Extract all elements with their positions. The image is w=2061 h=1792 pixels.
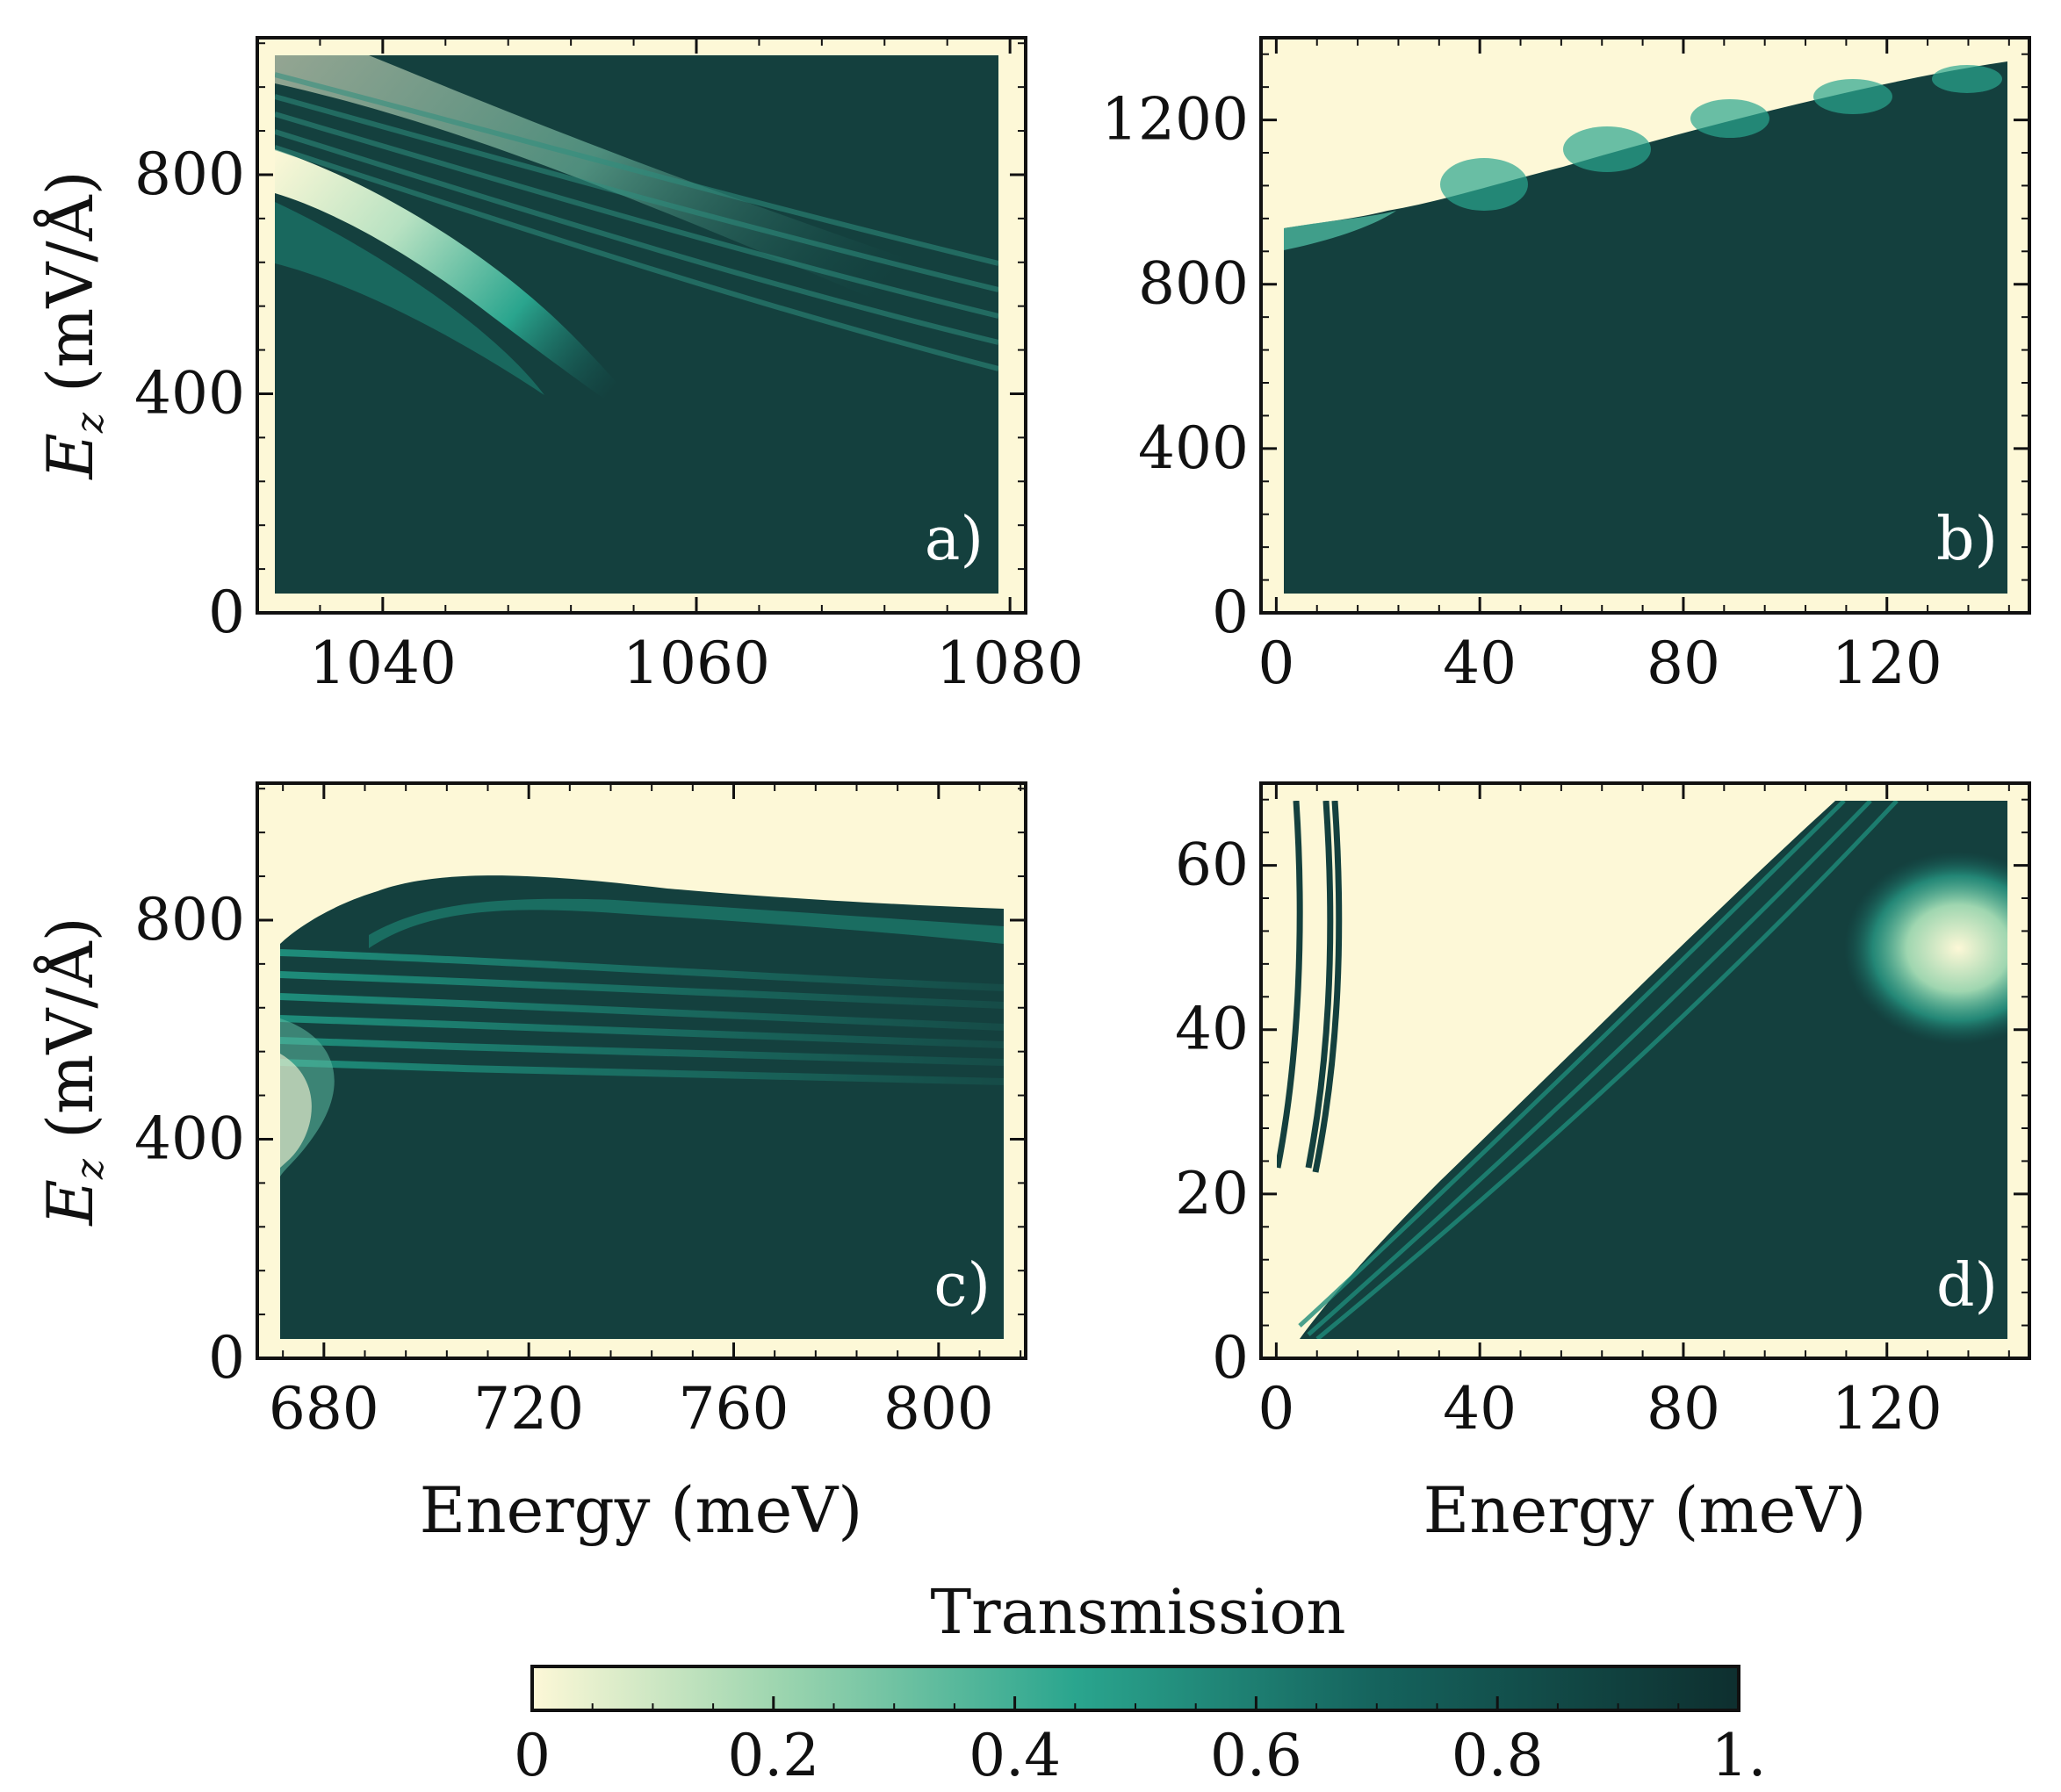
panel-b-ytick-label: 800 (1138, 250, 1249, 318)
panel-c-left-light (280, 1054, 312, 1168)
panel-d-frame (1259, 781, 2031, 1360)
panel-d-ytick-label: 20 (1175, 1160, 1249, 1227)
panel-d-xtick-label: 0 (1257, 1375, 1294, 1443)
panel-a: 1040 1060 1080 0 400 800 a) (134, 36, 1084, 697)
colorbar-tick-label: 0.4 (969, 1722, 1061, 1789)
panel-b-ytick-label: 0 (1212, 579, 1249, 646)
panel-c-ytick-label: 800 (134, 886, 245, 954)
panel-d-ytick-label: 60 (1175, 831, 1249, 899)
panel-a-fringes (275, 72, 998, 371)
panel-d-xtick-label: 80 (1647, 1375, 1720, 1443)
panel-a-lower-band (275, 202, 544, 395)
panel-c-xtick-label: 760 (679, 1375, 789, 1443)
panel-b-xtick-label: 80 (1647, 630, 1720, 697)
panel-a-ylabel-rest: (mV/Å) (32, 170, 107, 413)
panel-a-ylabel: Ez (mV/Å) (32, 170, 112, 480)
colorbar-tick-label: 0 (514, 1722, 551, 1789)
panel-c-xtick-label: 680 (269, 1375, 379, 1443)
panel-a-main-band (275, 149, 667, 439)
panel-b-ytick-label: 1200 (1101, 86, 1249, 154)
colorbar-tick-labels: 0 0.2 0.4 0.6 0.8 1. (514, 1722, 1766, 1789)
panel-c-ylabel-sub: z (68, 1158, 112, 1180)
panel-a-xtick-label: 1060 (623, 630, 770, 697)
colorbar-ticks (530, 1696, 1740, 1710)
panel-a-tag: a) (925, 505, 984, 574)
panel-c: 680 720 760 800 0 400 800 c) (134, 781, 1027, 1443)
panel-b-tag: b) (1936, 505, 1998, 574)
panel-a-top-band (275, 55, 998, 351)
panel-b-xtick-label: 0 (1257, 630, 1294, 697)
panel-a-xtick-label: 1040 (309, 630, 457, 697)
panel-b-xtick-label: 40 (1443, 630, 1517, 697)
panel-d-diagonal-lines (1298, 801, 1899, 1339)
panel-a-background (275, 55, 998, 594)
panel-b-boundary-glow (1284, 211, 1396, 250)
panel-c-frame (256, 781, 1027, 1360)
panel-c-heatmap (280, 801, 1004, 1339)
panel-b-lobes (1440, 65, 2002, 211)
panel-b-xtick-label: 120 (1832, 630, 1942, 697)
panel-a-heatmap (275, 55, 998, 594)
panel-c-light-region (280, 801, 1004, 944)
colorbar-bar (530, 1665, 1740, 1712)
panel-d-left-lines (1277, 801, 1343, 1173)
panel-c-fringes (280, 949, 1004, 1085)
panel-a-ylabel-main: E (33, 433, 107, 481)
colorbar-tick-label: 0.8 (1452, 1722, 1544, 1789)
panel-a-ticks (256, 38, 1026, 615)
panel-b-heatmap (1284, 55, 2007, 594)
panel-d-bright-spot (1844, 852, 2007, 1045)
colorbar-title: Transmission (930, 1576, 1345, 1648)
panel-c-ylabel-main: E (33, 1179, 107, 1227)
panel-c-xtick-label: 720 (473, 1375, 584, 1443)
panel-c-top-fringe (369, 898, 1004, 948)
panel-d: 0 40 80 120 0 20 40 60 d) (1175, 781, 2031, 1443)
panel-c-tick-labels: 680 720 760 800 0 400 800 (134, 886, 994, 1443)
colorbar-tick-label: 0.2 (727, 1722, 819, 1789)
panel-c-xlabel: Energy (meV) (420, 1473, 863, 1547)
panel-d-ticks (1261, 783, 2029, 1360)
panel-d-ytick-label: 0 (1212, 1324, 1249, 1392)
panel-c-ylabel: Ez (mV/Å) (32, 917, 112, 1227)
panel-c-ylabel-rest: (mV/Å) (32, 917, 107, 1159)
panel-b-frame (1259, 36, 2031, 615)
colorbar-tick-label: 0.6 (1210, 1722, 1302, 1789)
colorbar: Transmission 0 0.2 0.4 0.6 0.8 1. (514, 1576, 1766, 1789)
panel-c-ytick-label: 400 (134, 1105, 245, 1172)
panel-c-tag: c) (933, 1251, 991, 1321)
panel-d-ytick-label: 40 (1175, 996, 1249, 1063)
panel-d-tag: d) (1936, 1251, 1998, 1321)
panel-a-frame (256, 36, 1027, 615)
panel-a-ytick-label: 400 (134, 359, 245, 427)
panel-b-ytick-label: 400 (1138, 414, 1249, 482)
panel-d-tick-labels: 0 40 80 120 0 20 40 60 (1175, 831, 1942, 1443)
panel-d-heatmap (1277, 801, 2007, 1339)
panel-c-ticks (257, 783, 1026, 1360)
panel-a-ytick-label: 800 (134, 140, 245, 208)
panel-d-xtick-label: 40 (1443, 1375, 1517, 1443)
panel-a-xtick-label: 1080 (936, 630, 1084, 697)
panel-d-xlabel: Energy (meV) (1423, 1473, 1867, 1547)
panel-a-tick-labels: 1040 1060 1080 0 400 800 (134, 140, 1084, 697)
panel-b-ticks (1261, 38, 2029, 615)
panel-c-xtick-label: 800 (883, 1375, 994, 1443)
panel-d-light-wedge (1277, 801, 1835, 1339)
panel-c-ytick-label: 0 (208, 1324, 245, 1392)
panel-a-ylabel-sub: z (68, 412, 112, 434)
panel-d-xtick-label: 120 (1832, 1375, 1942, 1443)
colorbar-tick-label: 1. (1711, 1722, 1767, 1789)
panel-a-ytick-label: 0 (208, 579, 245, 646)
